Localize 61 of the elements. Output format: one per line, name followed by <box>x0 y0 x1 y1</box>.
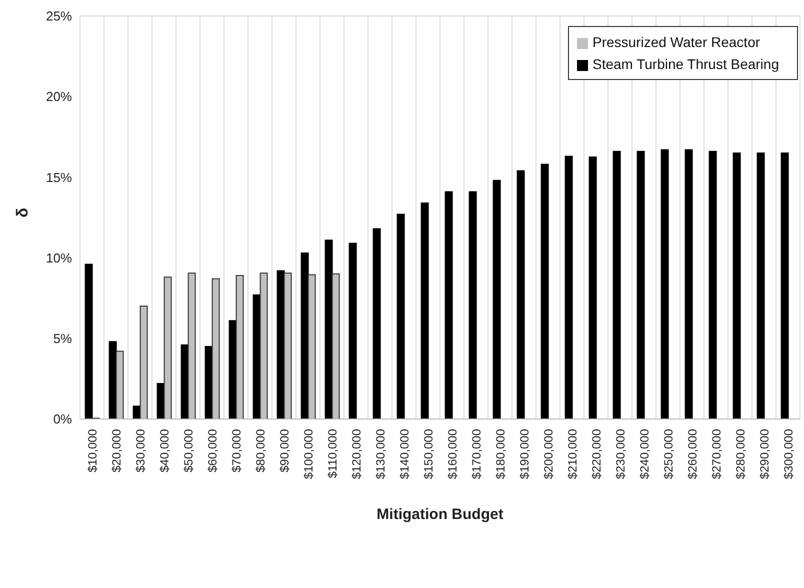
x-tick-label: $90,000 <box>278 428 292 472</box>
bar <box>348 242 357 419</box>
y-tick-label: 20% <box>46 89 72 104</box>
x-tick-label: $70,000 <box>230 428 244 472</box>
x-tick-label: $50,000 <box>182 428 196 472</box>
x-tick-label: $250,000 <box>662 428 676 480</box>
bar <box>612 150 621 419</box>
y-tick-label: 25% <box>46 8 72 24</box>
y-tick-label: 0% <box>53 412 72 427</box>
bar <box>84 264 93 419</box>
bar <box>732 152 741 419</box>
bar <box>636 150 645 419</box>
x-tick-label: $260,000 <box>686 428 700 480</box>
x-tick-label: $280,000 <box>734 428 748 480</box>
bar <box>324 240 333 419</box>
bar <box>516 170 525 419</box>
x-tick-label: $170,000 <box>470 428 484 480</box>
x-tick-label: $120,000 <box>350 428 364 480</box>
x-tick-label: $270,000 <box>710 428 724 480</box>
x-tick-label: $20,000 <box>110 428 124 472</box>
bar <box>468 191 477 419</box>
bar <box>684 149 693 419</box>
x-tick-label: $300,000 <box>782 428 796 480</box>
y-tick-label: 15% <box>46 170 72 185</box>
bar <box>372 228 381 419</box>
x-tick-label: $110,000 <box>326 428 340 478</box>
bar <box>492 180 501 419</box>
x-tick-label: $160,000 <box>446 428 460 480</box>
bar <box>540 164 549 419</box>
x-axis-title: Mitigation Budget <box>376 506 504 523</box>
x-tick-label: $130,000 <box>374 428 388 480</box>
x-tick-label: $60,000 <box>206 428 220 472</box>
x-tick-label: $140,000 <box>398 428 412 480</box>
x-tick-label: $210,000 <box>566 428 580 480</box>
x-tick-label: $290,000 <box>758 428 772 480</box>
bar <box>588 156 597 419</box>
x-tick-label: $150,000 <box>422 428 436 480</box>
x-tick-label: $200,000 <box>542 428 556 480</box>
legend-label: Steam Turbine Thrust Bearing <box>592 56 779 72</box>
x-tick-label: $80,000 <box>254 428 268 472</box>
bar <box>420 202 429 419</box>
bar <box>708 150 717 419</box>
x-tick-label: $100,000 <box>302 428 316 480</box>
y-tick-label: 5% <box>53 331 72 346</box>
y-axis-title: δ <box>14 208 32 218</box>
x-tick-label: $40,000 <box>158 428 172 472</box>
bar <box>780 152 789 419</box>
legend-label: Pressurized Water Reactor <box>592 34 760 50</box>
bar <box>756 152 765 419</box>
x-tick-label: $30,000 <box>134 428 148 472</box>
y-tick-label: 10% <box>46 250 72 266</box>
x-tick-label: $190,000 <box>518 428 532 480</box>
x-tick-label: $230,000 <box>614 428 628 480</box>
x-tick-label: $220,000 <box>590 428 604 480</box>
x-tick-label: $240,000 <box>638 428 652 480</box>
bar <box>444 191 453 419</box>
x-tick-label: $10,000 <box>86 428 100 472</box>
bar <box>564 156 573 419</box>
x-tick-label: $180,000 <box>494 428 508 480</box>
bar <box>660 149 669 419</box>
bar <box>396 214 405 419</box>
